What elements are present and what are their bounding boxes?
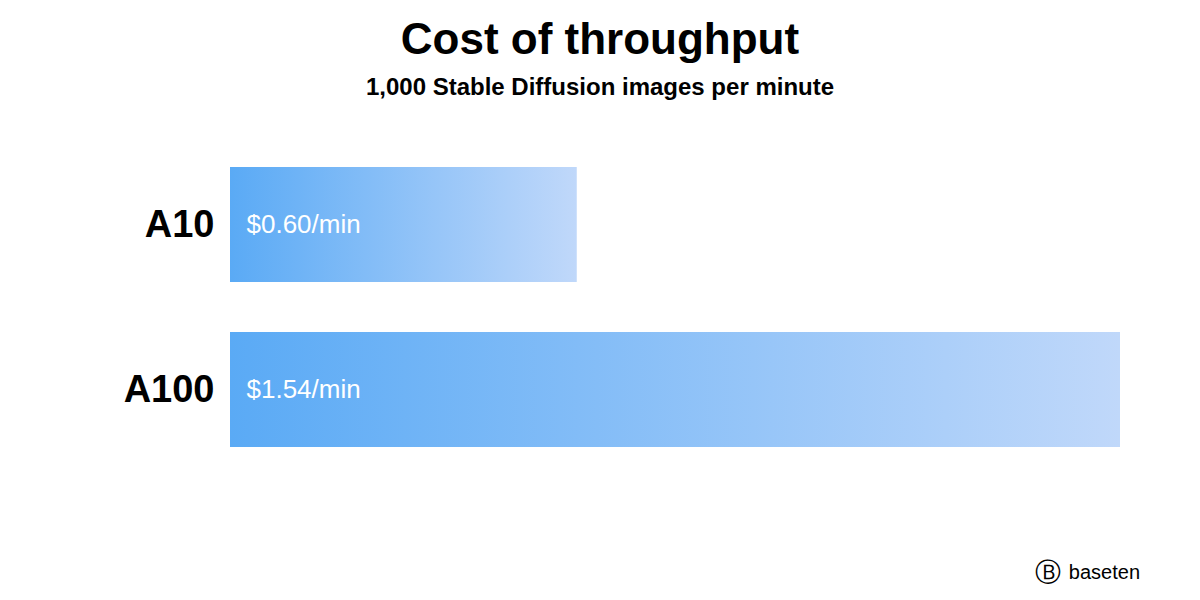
html-text:1,000 Stable Diffusion images: 1,000 Stable Diffusion images per minute xyxy=(365,72,835,100)
svg-text:A100: A100 xyxy=(124,369,215,411)
svg-text:$0.60/min: $0.60/min xyxy=(247,210,361,240)
svg-text:A10: A10 xyxy=(145,204,215,246)
html-text:Cost of throughput: Cost of throughput xyxy=(400,14,800,63)
svg-text:$1.54/min: $1.54/min xyxy=(247,375,361,405)
html-text:Ⓑ baseten: Ⓑ baseten xyxy=(1034,557,1140,587)
